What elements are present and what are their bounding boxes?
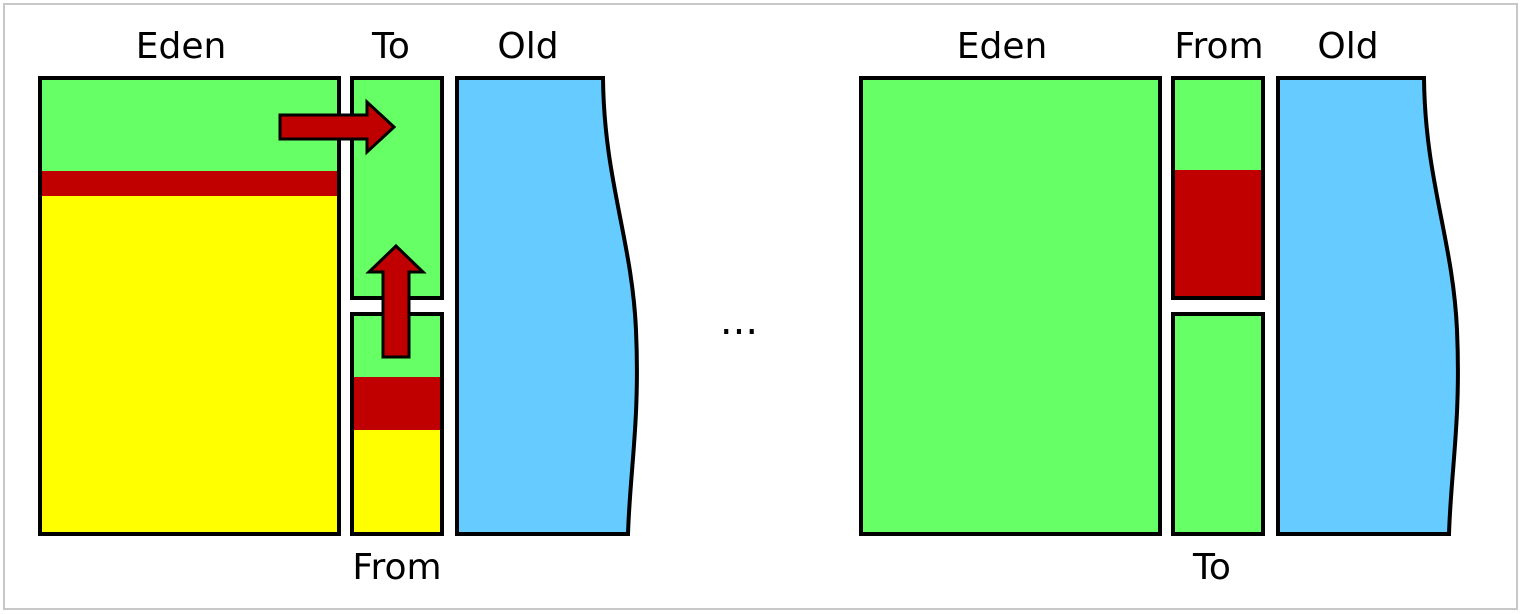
right-old-space [1276,76,1460,536]
right-from-label: From [1174,26,1263,67]
right-to-space [1171,312,1265,536]
left-eden-space [38,76,341,536]
left-old-space [455,76,639,536]
right-to-label: To [1192,547,1231,588]
right-eden-space [859,76,1162,536]
left-eden-label: Eden [136,26,227,67]
right-from-space [1171,76,1265,300]
left-from-label: From [352,547,441,588]
arrow-up-icon [365,243,427,359]
ellipsis-separator: ... [720,298,758,344]
right-old-label: Old [1317,26,1378,67]
right-from-live-region [1173,170,1263,298]
left-from-dead-region [352,430,442,534]
right-eden-label: Eden [957,26,1048,67]
left-eden-dead-region [40,196,339,534]
left-state: Eden To Old From [38,26,639,588]
arrow-right-icon [278,98,397,156]
right-from-outline [1171,76,1265,300]
right-from-free-region [1173,78,1263,170]
left-eden-outline [38,76,341,536]
left-old-label: Old [497,26,558,67]
left-eden-live-region [40,171,339,196]
left-from-live-region [352,377,442,430]
right-state: Eden From Old To [859,26,1460,588]
left-to-label: To [371,26,410,67]
